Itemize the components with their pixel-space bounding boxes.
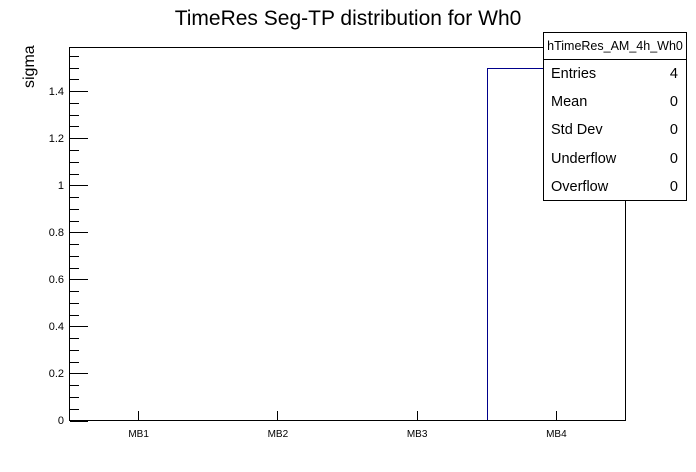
y-minor-tick xyxy=(70,361,79,363)
y-major-tick xyxy=(70,326,88,328)
y-minor-tick xyxy=(70,149,79,151)
stats-row: Entries 4 xyxy=(544,60,686,88)
y-tick-label: 1.2 xyxy=(48,132,64,145)
y-major-tick xyxy=(70,420,88,422)
y-minor-tick xyxy=(70,173,79,175)
y-minor-tick xyxy=(70,291,79,293)
y-major-tick xyxy=(70,91,88,93)
y-minor-tick xyxy=(70,408,79,410)
y-major-tick xyxy=(70,279,88,281)
stats-row-value: 0 xyxy=(669,122,678,139)
stats-row-value: 4 xyxy=(669,66,678,83)
y-minor-tick xyxy=(70,396,79,398)
y-minor-tick xyxy=(70,114,79,116)
y-axis-title: sigma xyxy=(21,45,38,88)
y-minor-tick xyxy=(70,267,79,269)
stats-row-label: Mean xyxy=(551,94,588,111)
y-minor-tick xyxy=(70,55,79,57)
y-minor-tick xyxy=(70,79,79,81)
stats-row: Std Dev 0 xyxy=(544,116,686,144)
y-major-tick xyxy=(70,232,88,234)
stats-row-value: 0 xyxy=(669,94,678,111)
y-minor-tick xyxy=(70,197,79,199)
x-tick-label: MB4 xyxy=(546,429,567,440)
y-tick-label: 1 xyxy=(57,179,64,192)
stats-row-value: 0 xyxy=(669,150,678,167)
stats-box: hTimeRes_AM_4h_Wh0 Entries 4 Mean 0 Std Dev 0… xyxy=(543,32,687,201)
y-minor-tick xyxy=(70,349,79,351)
y-minor-tick xyxy=(70,161,79,163)
x-tick xyxy=(416,411,418,420)
x-tick xyxy=(138,411,140,420)
y-minor-tick xyxy=(70,244,79,246)
stats-row-value: 0 xyxy=(669,178,678,195)
y-minor-tick xyxy=(70,220,79,222)
y-minor-tick xyxy=(70,314,79,316)
stats-row-label: Underflow xyxy=(551,150,617,167)
y-minor-tick xyxy=(70,302,79,304)
y-tick-label: 0 xyxy=(57,415,64,427)
y-minor-tick xyxy=(70,385,79,387)
y-tick-label: 0.4 xyxy=(48,320,64,333)
y-tick-label: 0.6 xyxy=(48,273,64,286)
x-tick-label: MB1 xyxy=(128,429,149,440)
stats-row-label: Entries xyxy=(551,66,597,83)
y-major-tick xyxy=(70,138,88,140)
y-major-tick xyxy=(70,185,88,187)
y-tick-label: 0.2 xyxy=(48,367,64,380)
y-minor-tick xyxy=(70,255,79,257)
y-minor-tick xyxy=(70,67,79,69)
y-minor-tick xyxy=(70,208,79,210)
y-minor-tick xyxy=(70,126,79,128)
stats-row: Overflow 0 xyxy=(544,173,686,201)
stats-row-label: Overflow xyxy=(551,178,609,195)
x-tick-label: MB3 xyxy=(406,429,428,440)
y-minor-tick xyxy=(70,102,79,104)
y-tick-label: 1.4 xyxy=(48,85,64,98)
x-tick xyxy=(277,411,279,420)
stats-title: hTimeRes_AM_4h_Wh0 xyxy=(544,33,686,60)
chart-title: TimeRes Seg-TP distribution for Wh0 xyxy=(174,7,522,30)
stats-row: Underflow 0 xyxy=(544,145,686,173)
x-tick xyxy=(555,411,557,420)
y-tick-label: 0.8 xyxy=(48,226,64,239)
stats-row: Mean 0 xyxy=(544,88,686,116)
y-minor-tick xyxy=(70,338,79,340)
x-tick-label: MB2 xyxy=(267,429,289,440)
stats-row-label: Std Dev xyxy=(551,122,603,139)
y-major-tick xyxy=(70,373,88,375)
